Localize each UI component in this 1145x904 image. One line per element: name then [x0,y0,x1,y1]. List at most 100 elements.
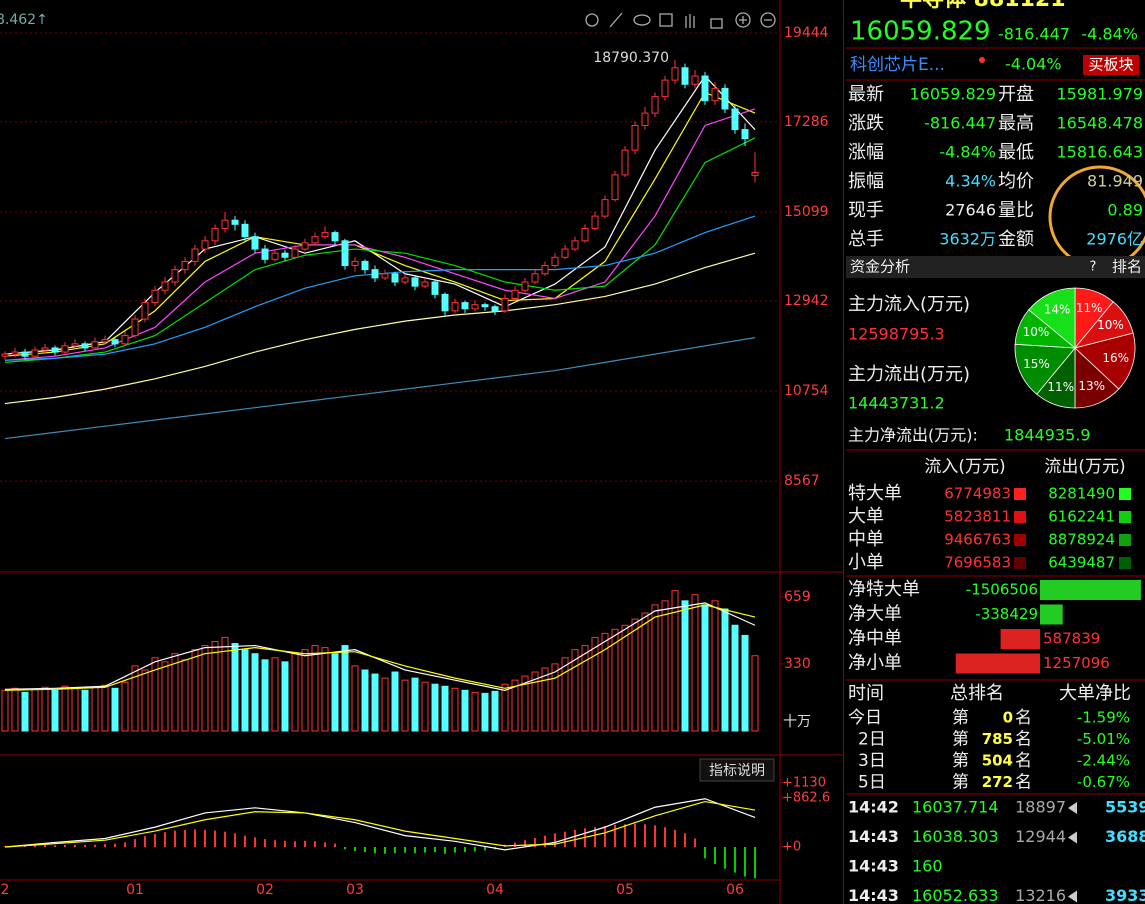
volume-bar [91,686,99,732]
tick-volume: 12944 [1015,827,1066,846]
toolbar-icons[interactable] [585,12,776,29]
x-tick-label: 01 [126,882,144,898]
volume-bar [721,608,729,732]
volume-bar [641,612,649,732]
pie-label: 15% [1023,357,1050,371]
quote-label: 涨幅 [848,142,884,163]
sector-pct: -4.04% [1005,55,1062,74]
row-label: 2日 [858,730,886,750]
text: 名 [1015,751,1032,771]
x-tick-label: 03 [346,882,364,898]
swatch [1119,511,1131,523]
candle-body [331,232,339,242]
candle-body [1,353,9,357]
net-bar [1000,629,1040,649]
pie-label: 11% [1047,380,1074,394]
candle-body [31,349,39,357]
x-tick-label: 2 [1,882,10,898]
peak-label: 18790.370 [593,50,669,66]
x-tick-label: 05 [616,882,634,898]
candle-body [681,67,689,85]
volume-bar [701,604,709,732]
volume-bar [681,600,689,732]
ratio: -5.01% [1077,730,1130,748]
volume-bar [371,673,379,732]
buy-button-bg[interactable] [1083,55,1139,75]
row-label: 净大单 [848,604,902,625]
volume-bar [1,689,9,732]
candle-body [421,281,429,287]
tick-price: 16052.633 [912,886,999,904]
header: 时间 [848,683,884,704]
y-tick-label: 15099 [784,204,829,220]
candle-body [541,265,549,275]
buy-button[interactable]: 买板块 [1088,56,1133,74]
candle-body [741,129,749,140]
candle-body [711,87,719,102]
volume-bar [481,692,489,732]
candle-body [371,269,379,279]
net-bar [1040,604,1063,625]
volume-bar [151,657,159,732]
volume-bar [311,645,319,732]
volume-bar [191,649,199,732]
net-value: -1506506 [966,581,1038,599]
candle-body [691,75,699,85]
net-bar [955,653,1040,674]
candle-body [241,223,249,238]
candle-body [391,273,399,283]
quote-value: 16059.829 [909,85,996,104]
volume-bar [71,687,79,732]
label: 主力流出(万元) [848,364,970,385]
volume-bar [691,594,699,732]
candle-body [601,199,609,217]
rank-link[interactable]: 排名 [1112,258,1142,276]
tick-time: 14:43 [848,857,899,876]
quote-label: 涨跌 [848,113,884,134]
change: -816.447 [998,25,1070,44]
net-bar [1040,580,1141,600]
section-title: 资金分析 [850,258,910,276]
text: 名 [1015,730,1032,750]
x-tick-label: 02 [256,882,274,898]
ratio: -0.67% [1077,773,1130,791]
net-value: 1257096 [1043,654,1110,672]
sector-dot [979,57,985,63]
volume-bar [671,590,679,732]
row-label: 大单 [848,506,884,527]
quote-label: 均价 [998,171,1034,192]
pie-slice [1028,287,1076,349]
volume-bar [511,679,519,732]
swatch [1014,534,1026,546]
quote-label: 开盘 [998,84,1034,105]
help-icon[interactable]: ? [1090,260,1097,275]
candle-body [11,351,19,355]
volume-bar [391,671,399,732]
candle-body [531,273,539,283]
volume-bar [321,647,329,732]
tick-count: 3688 [1105,827,1145,846]
value: 12598795.3 [848,325,945,344]
candle-body [631,124,639,151]
candle-body [291,248,299,258]
help-button[interactable]: 指标说明 [709,763,765,779]
volume-bar [731,624,739,732]
candle-body [301,242,309,250]
row-label: 净小单 [848,653,902,674]
sector-name[interactable]: 科创芯片E... [850,55,945,75]
outflow: 6162241 [1048,508,1115,526]
help-button-box[interactable] [699,758,775,782]
pie-label: 13% [1078,379,1105,393]
candle-body [701,75,709,102]
text: 第 [952,773,969,793]
volume-bar [411,677,419,732]
tick-time: 14:42 [848,798,899,817]
volume-bar [281,661,289,732]
volume-bar [491,690,499,732]
volume-bar [241,649,249,732]
text: 名 [1015,708,1032,728]
volume-bar [201,645,209,732]
y-tick-label: 10754 [784,383,829,399]
